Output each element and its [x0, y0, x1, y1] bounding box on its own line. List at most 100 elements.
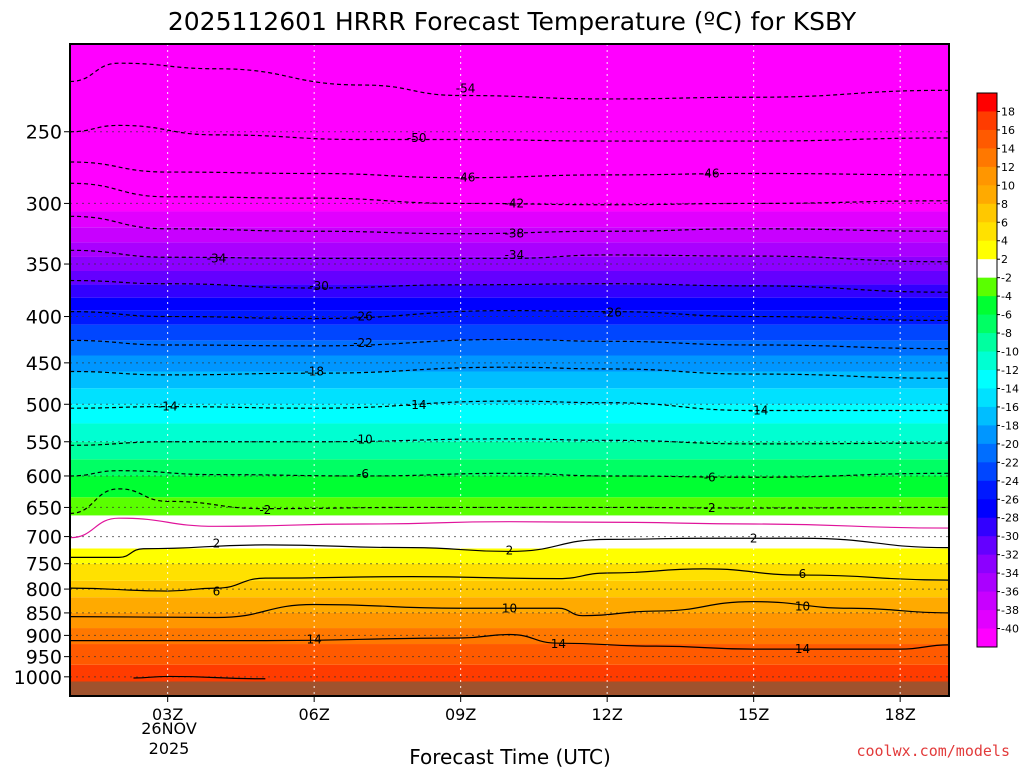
colorbar-label: 8: [1001, 198, 1008, 211]
colorbar-label: -24: [1001, 475, 1019, 488]
temperature-band: [70, 475, 949, 498]
ground-fill: [70, 681, 949, 696]
temperature-band: [70, 371, 949, 389]
colorbar-swatch: [977, 388, 997, 408]
temperature-band: [70, 612, 949, 629]
isotherm-label: -2: [259, 503, 271, 517]
isotherm-label: -26: [353, 310, 373, 324]
temperature-band: [70, 270, 949, 285]
isotherm-line: [70, 633, 949, 650]
colorbar-label: -38: [1001, 604, 1019, 617]
y-axis: 2503003504004505005506006507007508008509…: [14, 122, 70, 689]
colorbar-legend: 18 16 14 12 10 8 6 4 2 -2 -4 -6 -8 -10 -12 -14 -16 -18 -20…: [976, 92, 1019, 648]
y-tick-label: 300: [26, 193, 62, 215]
isotherm-label: -50: [407, 131, 427, 145]
isotherm-label: 14: [551, 637, 566, 651]
isotherm-label: -46: [700, 166, 720, 180]
temperature-band: [70, 310, 949, 325]
colorbar-label: -16: [1001, 401, 1019, 414]
colorbar-label: -30: [1001, 530, 1019, 543]
colorbar-swatch: [977, 591, 997, 611]
temperature-band: [70, 441, 949, 460]
colorbar-swatch: [977, 277, 997, 297]
temperature-band: [70, 44, 949, 212]
temperature-band: [70, 644, 949, 665]
temperature-band: [70, 355, 949, 372]
isotherm-label: 14: [795, 642, 810, 656]
x-tick-label: 18Z: [885, 705, 916, 724]
y-tick-label: 1000: [14, 667, 62, 689]
temperature-band: [70, 388, 949, 405]
isotherm-line: [70, 182, 949, 206]
date-day-label: 26NOV: [141, 719, 197, 738]
colorbar-label: -34: [1001, 567, 1019, 580]
isotherm-label: -34: [505, 248, 525, 262]
isotherm-label: -26: [602, 306, 622, 320]
isotherm-label: -14: [407, 398, 427, 412]
isotherm-line: [70, 517, 949, 539]
y-tick-label: 800: [26, 579, 62, 601]
colorbar-swatch: [977, 222, 997, 242]
y-tick-label: 900: [26, 625, 62, 647]
isotherm-label: 10: [795, 599, 810, 613]
colorbar-swatch: [977, 351, 997, 371]
isotherm-label: -30: [309, 279, 329, 293]
y-tick-label: 350: [26, 254, 62, 276]
x-tick-label: 12Z: [592, 705, 623, 724]
credit-link[interactable]: coolwx.com/models: [856, 742, 1010, 760]
colorbar-swatch: [977, 166, 997, 186]
isotherm-label: -38: [505, 227, 525, 241]
colorbar-label: -20: [1001, 438, 1019, 451]
isotherm-contours: [70, 62, 949, 680]
colorbar-swatch: [977, 93, 997, 112]
temperature-band: [70, 340, 949, 356]
isotherm-label: 2: [750, 531, 758, 545]
isotherm-line: [70, 568, 949, 592]
isotherm-label: -14: [749, 404, 769, 418]
colorbar-swatch: [977, 111, 997, 131]
isotherm-label: -18: [304, 364, 324, 378]
colorbar-swatch: [977, 480, 997, 500]
colorbar-label: 10: [1001, 179, 1015, 192]
colorbar-swatch: [977, 314, 997, 334]
temperature-band: [70, 515, 949, 549]
isotherm-label: -42: [505, 196, 525, 210]
colorbar-label: 2: [1001, 253, 1008, 266]
colorbar-swatch: [977, 129, 997, 149]
isotherm-line: [70, 601, 949, 619]
colorbar-label: -26: [1001, 493, 1019, 506]
colorbar-label: -12: [1001, 364, 1019, 377]
temperature-band: [70, 324, 949, 341]
isotherm-label: -46: [456, 171, 476, 185]
y-tick-label: 400: [26, 307, 62, 329]
temperature-band: [70, 211, 949, 228]
isotherm-line: [70, 470, 949, 478]
isotherm-line: [70, 62, 949, 100]
x-tick-label: 03Z: [152, 705, 183, 724]
colorbar-label: 14: [1001, 142, 1015, 155]
temperature-band: [70, 459, 949, 476]
temperature-band: [70, 628, 949, 645]
x-tick-label: 09Z: [445, 705, 476, 724]
y-tick-label: 650: [26, 497, 62, 519]
x-tick-label: 15Z: [738, 705, 769, 724]
colorbar-label: -4: [1001, 290, 1012, 303]
isotherm-line: [133, 675, 266, 680]
ground-surface: [70, 681, 949, 696]
isotherm-labels: -54-50-46 -46-42-38-34 -34-30-26 -26-22-18-…: [158, 82, 810, 657]
isotherm-label: -34: [207, 251, 227, 265]
isotherm-line: [70, 537, 949, 558]
temperature-band: [70, 597, 949, 613]
isotherm-label: 6: [213, 585, 221, 599]
temperature-band: [70, 423, 949, 442]
isotherm-label: 2: [506, 543, 514, 557]
isotherm-label: 2: [213, 536, 221, 550]
colorbar-swatch: [977, 240, 997, 260]
plot-frame: [69, 43, 950, 697]
colorbar-swatch: [977, 259, 997, 279]
colorbar-swatch: [977, 370, 997, 389]
colorbar-swatch: [977, 517, 997, 537]
colorbar-label: -8: [1001, 327, 1012, 340]
y-tick-label: 750: [26, 554, 62, 576]
